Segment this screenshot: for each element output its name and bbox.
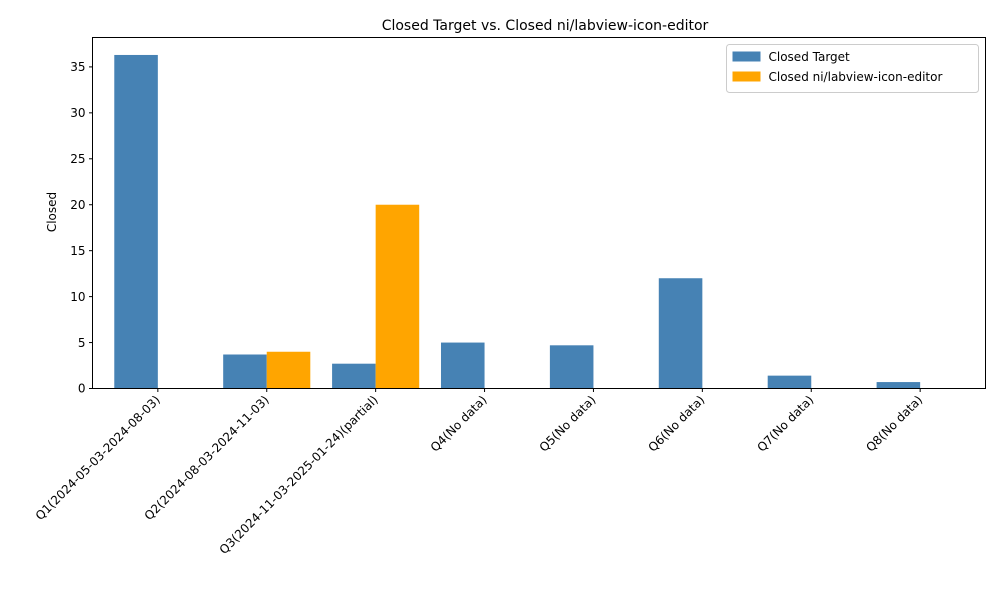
bar-closed-repo-3	[375, 204, 420, 389]
legend-label-2: Closed ni/labview-icon-editor	[769, 70, 943, 84]
x-tick-label: Q6(No data)	[646, 393, 708, 455]
x-tick-label: Q1(2024-05-03-2024-08-03)	[33, 393, 163, 523]
legend-label-1: Closed Target	[769, 50, 851, 64]
y-tick-label: 10	[70, 290, 85, 304]
x-ticks-group: Q1(2024-05-03-2024-08-03)Q2(2024-08-03-2…	[33, 388, 925, 557]
x-tick-label: Q2(2024-08-03-2024-11-03)	[142, 393, 272, 523]
legend-box	[726, 44, 979, 93]
bar-closed-target-6	[658, 278, 703, 389]
bar-closed-target-3	[332, 363, 376, 389]
y-tick-label: 20	[70, 198, 85, 212]
y-ticks-group: 0 5 10 15 20 25 30 35	[70, 60, 93, 396]
plot-frame	[92, 37, 986, 389]
legend-swatch-1	[732, 51, 761, 62]
x-tick-label: Q5(No data)	[537, 393, 599, 455]
y-tick-label: 30	[70, 106, 85, 120]
bar-closed-target-4	[440, 342, 485, 389]
y-tick-label: 5	[78, 336, 86, 350]
y-tick-label: 15	[70, 244, 85, 258]
x-tick-label: Q8(No data)	[863, 393, 925, 455]
bar-closed-repo-2	[266, 351, 311, 389]
bar-closed-target-2	[223, 354, 267, 389]
y-axis-label: Closed	[45, 192, 59, 232]
y-tick-label: 25	[70, 152, 85, 166]
bars-group	[114, 54, 921, 389]
bar-closed-target-8	[876, 382, 921, 389]
legend-swatch-2	[732, 71, 761, 82]
y-tick-label: 0	[78, 382, 86, 396]
bar-closed-target-1	[114, 54, 158, 389]
y-tick-label: 35	[70, 60, 85, 74]
x-tick-label: Q4(No data)	[428, 393, 490, 455]
bar-closed-target-5	[549, 345, 594, 389]
chart-title: Closed Target vs. Closed ni/labview-icon…	[382, 18, 709, 34]
legend: Closed Target Closed ni/labview-icon-edit…	[726, 44, 979, 93]
x-tick-label: Q7(No data)	[754, 393, 816, 455]
bar-closed-target-7	[767, 375, 812, 389]
